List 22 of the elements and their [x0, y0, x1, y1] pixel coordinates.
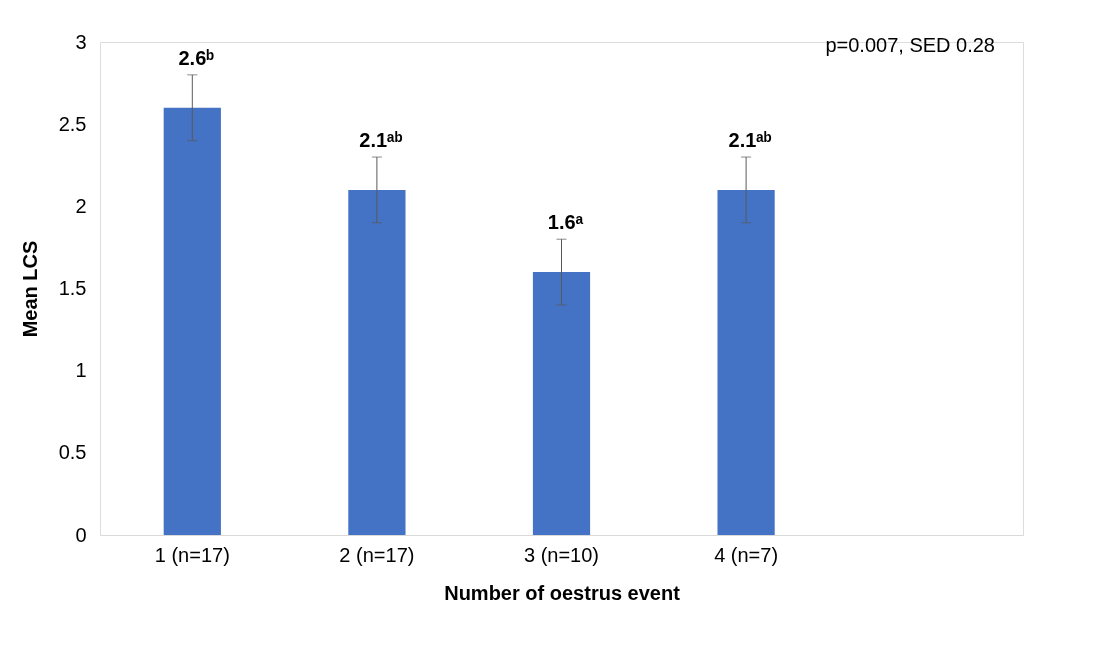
- bar: [163, 107, 221, 535]
- bar: [348, 189, 406, 535]
- y-axis-title: Mean LCS: [18, 240, 41, 338]
- y-tick-label: 0.5: [58, 441, 87, 464]
- x-tick-label: 3 (n=10): [523, 543, 600, 566]
- data-label: 2.6ᵇ: [178, 46, 215, 69]
- data-label: 2.1ᵃᵇ: [728, 129, 772, 152]
- x-tick-label: 1 (n=17): [154, 543, 230, 566]
- y-tick-label: 3: [75, 30, 87, 53]
- bar: [532, 272, 591, 535]
- y-tick-label: 0: [75, 523, 87, 546]
- y-tick-label: 2: [75, 194, 87, 217]
- x-tick-label: 2 (n=17): [339, 543, 415, 566]
- y-tick-label: 2.5: [58, 112, 87, 135]
- y-tick-label: 1: [75, 359, 87, 382]
- data-label: 2.1ᵃᵇ: [359, 129, 403, 152]
- bar: [717, 189, 775, 535]
- x-tick-label: 4 (n=7): [714, 543, 779, 566]
- x-axis-title: Number of oestrus event: [444, 581, 681, 604]
- y-tick-label: 1.5: [58, 277, 87, 299]
- annotation: p=0.007, SED 0.28: [825, 34, 995, 56]
- data-label: 1.6ᵃ: [547, 211, 584, 234]
